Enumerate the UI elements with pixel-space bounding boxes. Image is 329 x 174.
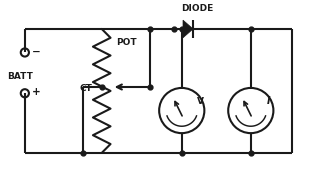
Text: V: V [197, 97, 204, 106]
Text: DIODE: DIODE [181, 4, 214, 13]
Text: CT: CT [79, 84, 92, 93]
Text: I: I [266, 96, 270, 106]
Text: −: − [32, 46, 40, 57]
Polygon shape [183, 20, 193, 38]
Text: +: + [32, 87, 40, 97]
Text: POT: POT [116, 38, 137, 47]
Text: BATT: BATT [8, 72, 34, 81]
